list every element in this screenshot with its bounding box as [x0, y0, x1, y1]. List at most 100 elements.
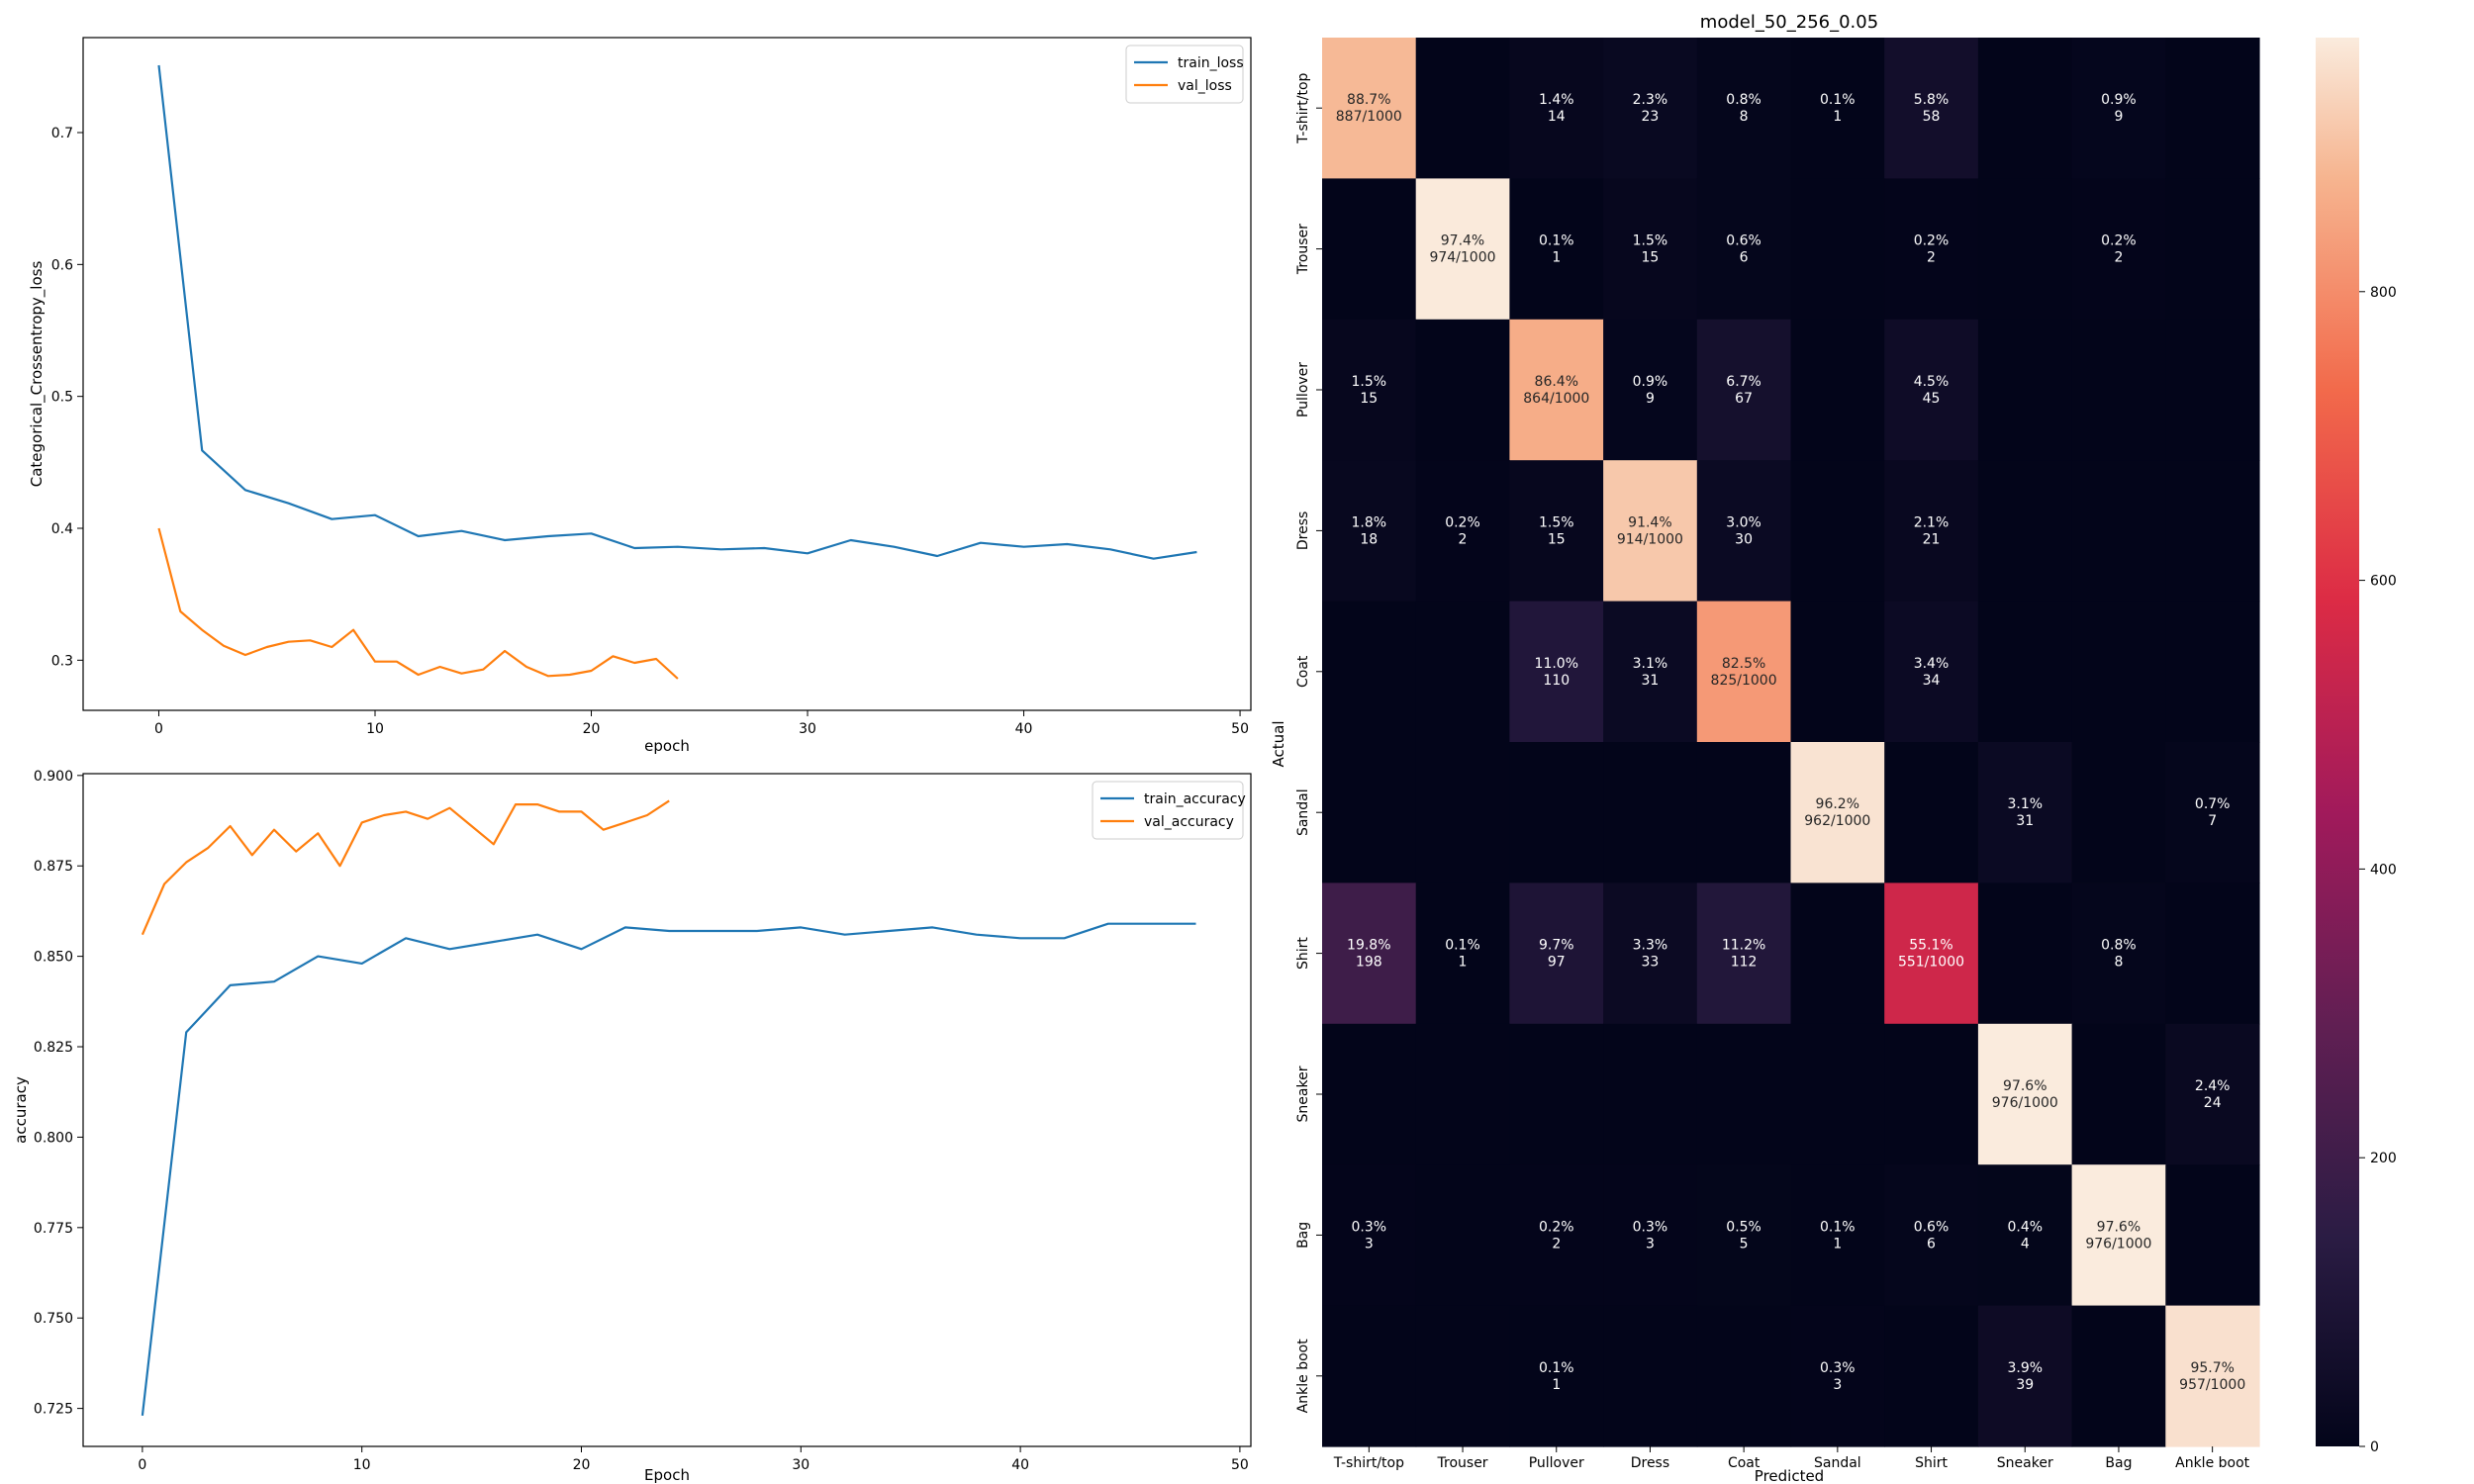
- heatmap-cell: [1322, 1164, 1417, 1307]
- cell-count-label: 97: [1548, 955, 1566, 971]
- cell-count-label: 864/1000: [1523, 391, 1589, 407]
- heatmap-cell: [1790, 742, 1885, 883]
- heatmap-cell: [1696, 319, 1792, 461]
- heatmap-cell: [1884, 319, 1979, 461]
- cell-count-label: 1: [1552, 1377, 1561, 1393]
- colorbar: 0 200 400 600 800: [2316, 38, 2397, 1455]
- cell-count-label: 18: [1360, 531, 1378, 547]
- heatmap-cell: [1509, 601, 1604, 743]
- cell-percent-label: 86.4%: [1535, 374, 1578, 390]
- heatmap-cell: [1415, 178, 1510, 321]
- cell-percent-label: 2.4%: [2195, 1078, 2231, 1094]
- cell-count-label: 21: [1923, 531, 1941, 547]
- cell-count-label: 7: [2208, 813, 2217, 829]
- cell-count-label: 33: [1641, 955, 1659, 971]
- colorbar-gradient: [2316, 38, 2359, 1446]
- predicted-class-label: T-shirt/top: [1333, 1455, 1404, 1471]
- actual-class-label: Dress: [1295, 511, 1311, 550]
- cell-count-label: 112: [1731, 955, 1758, 971]
- cell-count-label: 1: [1552, 250, 1561, 266]
- heatmap-cell: [1696, 1164, 1792, 1307]
- heatmap-cell: [1509, 1164, 1604, 1307]
- cell-count-label: 2: [1927, 250, 1936, 266]
- loss-chart: 0 10 20 30 40 50 0.3 0.4 0.5 0.6 0.7 epoch Catego…: [28, 37, 1252, 755]
- cell-count-label: 2: [1552, 1236, 1561, 1252]
- heatmap-cell: [1977, 882, 2073, 1025]
- heatmap-cell: [1322, 460, 1417, 603]
- cell-percent-label: 0.3%: [1352, 1219, 1387, 1235]
- cell-percent-label: 0.2%: [1914, 233, 1950, 249]
- cell-percent-label: 0.1%: [1445, 938, 1480, 954]
- actual-class-label: Ankle boot: [1295, 1339, 1311, 1414]
- heatmap-cell: [2071, 1164, 2166, 1307]
- cell-count-label: 825/1000: [1711, 673, 1777, 689]
- heatmap-cell: [2165, 882, 2260, 1025]
- actual-class-label: Sneaker: [1295, 1066, 1311, 1122]
- cell-percent-label: 2.3%: [1633, 92, 1668, 108]
- cell-percent-label: 0.4%: [2008, 1219, 2044, 1235]
- heatmap-cell: [1509, 882, 1604, 1025]
- heatmap-cell: [1415, 601, 1510, 743]
- cell-count-label: 23: [1641, 109, 1659, 125]
- predicted-class-label: Shirt: [1915, 1455, 1948, 1471]
- heatmap-cell: [2071, 178, 2166, 321]
- heatmap-cell: [1790, 1305, 1885, 1447]
- actual-class-label: Coat: [1295, 655, 1311, 688]
- heatmap-cell: [1603, 38, 1698, 179]
- colorbar-tick-label: 400: [2370, 862, 2397, 878]
- cell-percent-label: 82.5%: [1722, 656, 1765, 672]
- heatmap-cell: [1977, 1305, 2073, 1447]
- accuracy-y-axis: 0.725 0.750 0.775 0.800 0.825 0.850 0.875 0.900: [34, 769, 83, 1418]
- legend-label: val_loss: [1178, 78, 1232, 94]
- heatmap-cell: [1884, 38, 1979, 179]
- y-tick-label: 0.4: [51, 521, 73, 537]
- cell-percent-label: 0.8%: [1726, 92, 1761, 108]
- cell-count-label: 9: [2114, 109, 2123, 125]
- y-tick-label: 0.750: [34, 1311, 73, 1327]
- cell-count-label: 58: [1923, 109, 1941, 125]
- heatmap-cell: [1790, 38, 1885, 179]
- cell-count-label: 24: [2204, 1095, 2222, 1111]
- heatmap-cell: [1696, 601, 1792, 743]
- heatmap-cell: [1603, 178, 1698, 321]
- heatmap-cell: [1509, 38, 1604, 179]
- heatmap-cell: [2071, 1305, 2166, 1447]
- heatmap-cell: [2165, 601, 2260, 743]
- cell-percent-label: 0.1%: [1539, 233, 1574, 249]
- cell-count-label: 198: [1356, 955, 1382, 971]
- heatmap-cell: [1790, 882, 1885, 1025]
- accuracy-legend[interactable]: train_accuracy val_accuracy: [1092, 781, 1246, 840]
- loss-legend[interactable]: train_loss val_loss: [1125, 45, 1244, 104]
- x-tick-label: 0: [154, 721, 163, 737]
- cell-percent-label: 0.5%: [1726, 1219, 1761, 1235]
- cell-count-label: 45: [1923, 391, 1941, 407]
- cell-percent-label: 97.4%: [1441, 233, 1484, 249]
- confusion-matrix-cell-labels: 88.7%887/10001.4%142.3%230.8%80.1%15.8%5…: [1336, 92, 2245, 1393]
- heatmap-cell: [2165, 460, 2260, 603]
- heatmap-cell: [2165, 38, 2260, 179]
- predicted-class-label: Ankle boot: [2175, 1455, 2250, 1471]
- heatmap-cell: [2165, 1023, 2260, 1165]
- heatmap-cell: [2165, 178, 2260, 321]
- cell-count-label: 6: [1740, 250, 1749, 266]
- cell-count-label: 1: [1833, 1236, 1842, 1252]
- cell-percent-label: 1.5%: [1633, 233, 1668, 249]
- cell-percent-label: 0.1%: [1820, 92, 1856, 108]
- y-tick-label: 0.800: [34, 1130, 73, 1146]
- cell-count-label: 957/1000: [2179, 1377, 2245, 1393]
- confusion-matrix-x-axis: T-shirt/top Trouser Pullover Dress Coat Sanda…: [1333, 1446, 2250, 1471]
- heatmap-cell: [2071, 38, 2166, 179]
- cell-percent-label: 3.9%: [2008, 1360, 2044, 1376]
- cell-percent-label: 0.2%: [1445, 514, 1480, 530]
- heatmap-cell: [1509, 1023, 1604, 1165]
- heatmap-cell: [1509, 460, 1604, 603]
- cell-count-label: 974/1000: [1429, 250, 1495, 266]
- cell-count-label: 8: [1740, 109, 1749, 125]
- heatmap-cell: [1977, 460, 2073, 603]
- x-tick-label: 20: [573, 1457, 591, 1473]
- cell-percent-label: 0.1%: [1539, 1360, 1574, 1376]
- cell-percent-label: 88.7%: [1347, 92, 1390, 108]
- heatmap-cell: [1696, 742, 1792, 883]
- actual-class-label: Pullover: [1295, 362, 1311, 417]
- actual-class-label: Sandal: [1295, 788, 1311, 836]
